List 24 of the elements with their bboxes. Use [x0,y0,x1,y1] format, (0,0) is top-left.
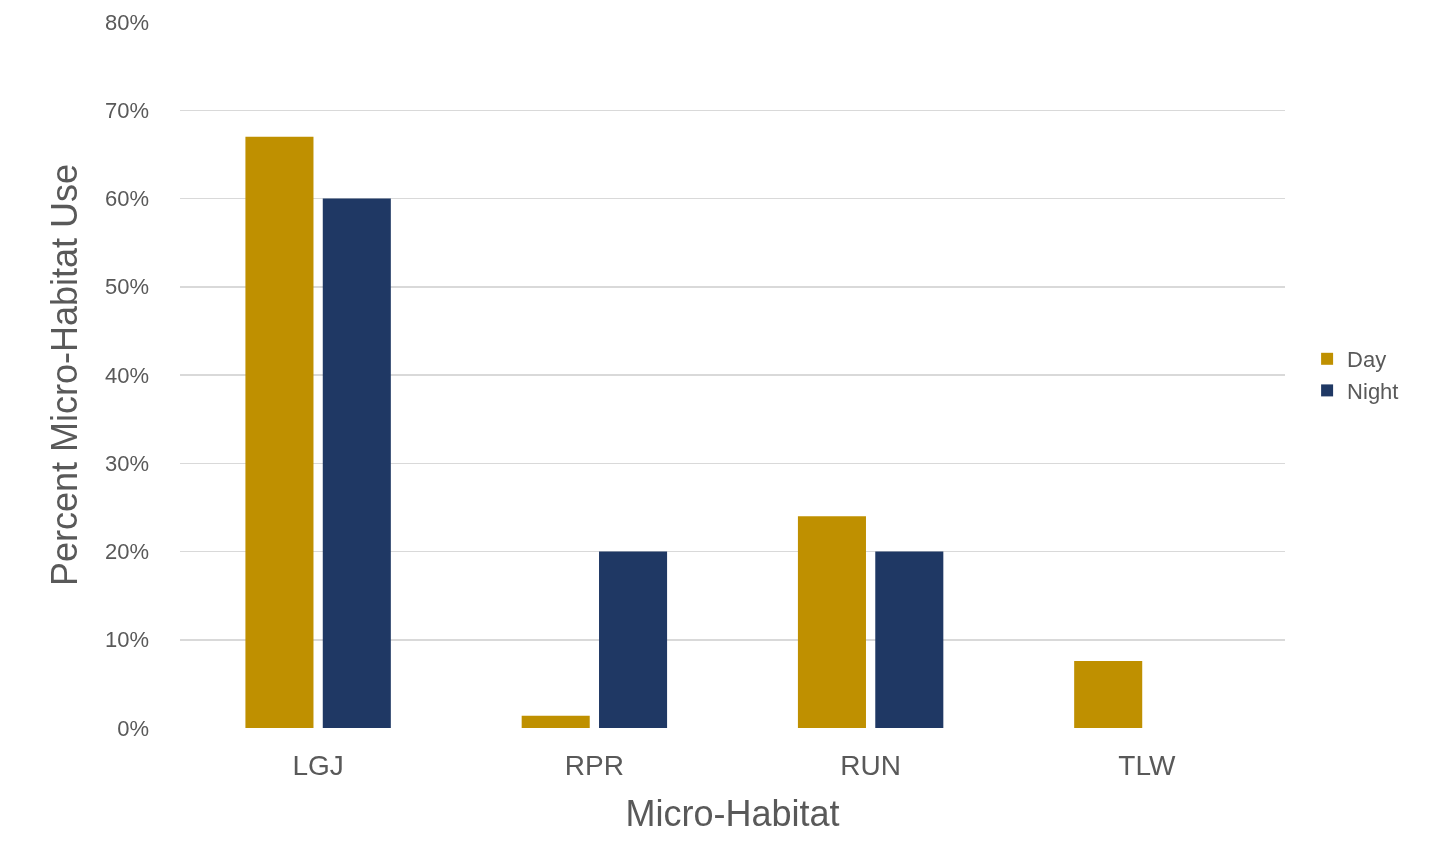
y-tick-label: 70% [104,97,149,123]
bar [245,136,314,728]
bar [521,715,590,728]
x-tick-label: RUN [840,750,901,781]
x-tick-label: TLW [1118,750,1176,781]
bar [797,516,866,728]
legend-label: Day [1347,347,1387,373]
bar [1074,660,1143,728]
y-tick-label: 60% [104,186,149,212]
x-tick-label: LGJ [292,750,344,781]
bar [322,198,391,728]
bar [875,551,944,728]
y-axis-title: Percent Micro-Habitat Use [43,163,85,587]
x-axis-title: Micro-Habitat [625,792,840,834]
y-tick-label: 40% [104,362,149,388]
y-tick-label: 50% [104,274,149,300]
legend-label: Night [1347,378,1399,404]
y-tick-label: 30% [104,450,149,476]
x-tick-label: RPR [564,750,624,781]
y-tick-label: 0% [117,715,149,741]
bar [599,551,668,728]
y-tick-label: 10% [104,627,149,653]
y-tick-label: 80% [104,9,149,35]
y-tick-label: 20% [104,539,149,565]
